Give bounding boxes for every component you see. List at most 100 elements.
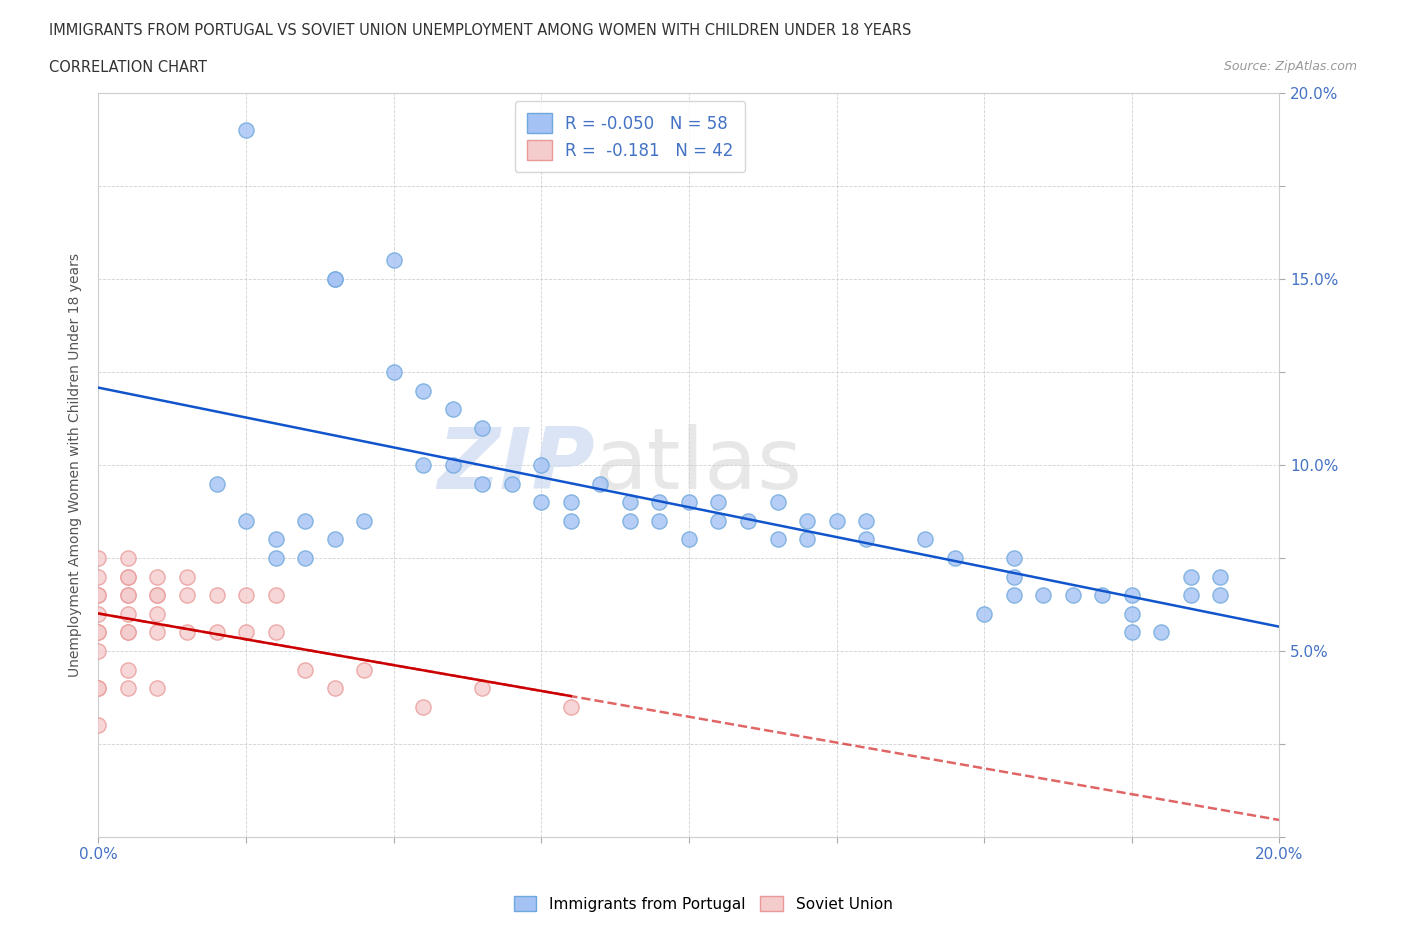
Point: [973, 606, 995, 621]
Point: [796, 532, 818, 547]
Point: [146, 569, 169, 584]
Point: [766, 532, 789, 547]
Point: [264, 532, 287, 547]
Point: [530, 458, 553, 472]
Point: [117, 588, 139, 603]
Point: [87, 681, 110, 696]
Point: [1121, 625, 1143, 640]
Point: [205, 476, 228, 491]
Point: [441, 402, 464, 417]
Point: [353, 662, 375, 677]
Point: [117, 551, 139, 565]
Point: [176, 569, 198, 584]
Point: [678, 495, 700, 510]
Point: [1150, 625, 1173, 640]
Point: [87, 588, 110, 603]
Point: [264, 588, 287, 603]
Point: [235, 588, 257, 603]
Point: [146, 625, 169, 640]
Point: [235, 513, 257, 528]
Point: [146, 588, 169, 603]
Point: [146, 606, 169, 621]
Point: [146, 681, 169, 696]
Point: [589, 476, 612, 491]
Point: [619, 513, 641, 528]
Point: [412, 699, 434, 714]
Y-axis label: Unemployment Among Women with Children Under 18 years: Unemployment Among Women with Children U…: [69, 253, 83, 677]
Point: [146, 588, 169, 603]
Point: [560, 513, 582, 528]
Text: ZIP: ZIP: [437, 423, 595, 507]
Point: [471, 420, 494, 435]
Point: [1121, 588, 1143, 603]
Point: [294, 551, 316, 565]
Point: [353, 513, 375, 528]
Point: [117, 625, 139, 640]
Point: [1180, 569, 1202, 584]
Point: [382, 365, 405, 379]
Point: [707, 513, 730, 528]
Point: [619, 495, 641, 510]
Point: [323, 272, 346, 286]
Point: [87, 625, 110, 640]
Point: [1032, 588, 1054, 603]
Point: [501, 476, 523, 491]
Point: [1209, 588, 1232, 603]
Point: [382, 253, 405, 268]
Point: [471, 681, 494, 696]
Point: [1209, 569, 1232, 584]
Point: [176, 625, 198, 640]
Point: [87, 569, 110, 584]
Point: [441, 458, 464, 472]
Point: [855, 532, 877, 547]
Point: [117, 681, 139, 696]
Text: Source: ZipAtlas.com: Source: ZipAtlas.com: [1223, 60, 1357, 73]
Point: [412, 458, 434, 472]
Point: [530, 495, 553, 510]
Point: [117, 569, 139, 584]
Point: [648, 495, 671, 510]
Point: [176, 588, 198, 603]
Point: [943, 551, 966, 565]
Point: [412, 383, 434, 398]
Point: [294, 662, 316, 677]
Point: [796, 513, 818, 528]
Point: [678, 532, 700, 547]
Point: [323, 681, 346, 696]
Point: [117, 625, 139, 640]
Point: [707, 495, 730, 510]
Point: [737, 513, 759, 528]
Point: [471, 476, 494, 491]
Point: [825, 513, 848, 528]
Text: IMMIGRANTS FROM PORTUGAL VS SOVIET UNION UNEMPLOYMENT AMONG WOMEN WITH CHILDREN : IMMIGRANTS FROM PORTUGAL VS SOVIET UNION…: [49, 23, 911, 38]
Point: [87, 606, 110, 621]
Point: [323, 532, 346, 547]
Point: [87, 681, 110, 696]
Point: [560, 495, 582, 510]
Point: [87, 718, 110, 733]
Point: [205, 588, 228, 603]
Point: [264, 625, 287, 640]
Point: [1180, 588, 1202, 603]
Point: [294, 513, 316, 528]
Point: [117, 662, 139, 677]
Point: [205, 625, 228, 640]
Legend: R = -0.050   N = 58, R =  -0.181   N = 42: R = -0.050 N = 58, R = -0.181 N = 42: [515, 101, 745, 172]
Point: [1002, 588, 1025, 603]
Point: [87, 588, 110, 603]
Point: [264, 551, 287, 565]
Point: [87, 644, 110, 658]
Point: [560, 699, 582, 714]
Point: [914, 532, 936, 547]
Point: [1062, 588, 1084, 603]
Point: [117, 588, 139, 603]
Point: [87, 625, 110, 640]
Point: [766, 495, 789, 510]
Point: [235, 625, 257, 640]
Point: [323, 272, 346, 286]
Point: [1002, 551, 1025, 565]
Point: [1121, 606, 1143, 621]
Text: CORRELATION CHART: CORRELATION CHART: [49, 60, 207, 75]
Point: [87, 551, 110, 565]
Point: [1091, 588, 1114, 603]
